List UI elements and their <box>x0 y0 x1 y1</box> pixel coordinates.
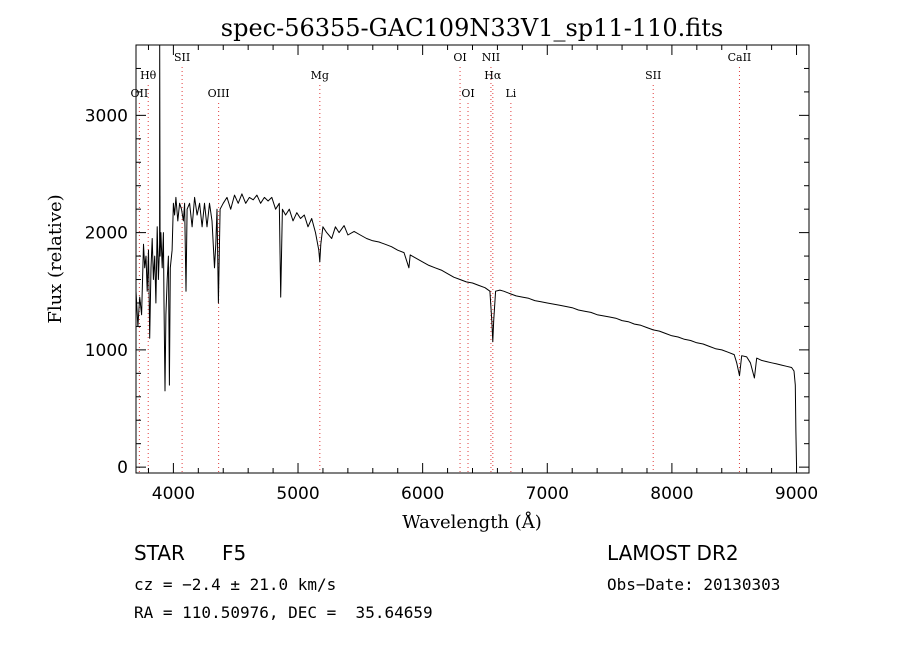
line-marker-label: Hθ <box>140 69 157 82</box>
x-tick-label: 4000 <box>152 484 195 504</box>
line-marker-label: SII <box>174 51 190 64</box>
y-tick-label: 2000 <box>85 224 128 244</box>
line-marker-label: Mg <box>311 69 329 82</box>
line-marker-label: Hα <box>484 69 502 82</box>
line-marker-label: SII <box>645 69 661 82</box>
redshift-cz: cz = −2.4 ± 21.0 km/s <box>134 575 337 594</box>
line-marker-label: OII <box>131 87 149 100</box>
x-tick-label: 5000 <box>276 484 319 504</box>
spectral-subclass: F5 <box>222 541 247 565</box>
observation-date: Obs−Date: 20130303 <box>607 575 781 594</box>
x-tick-label: 8000 <box>650 484 693 504</box>
line-marker-label: NII <box>482 51 500 64</box>
x-tick-label: 6000 <box>401 484 444 504</box>
y-tick-label: 0 <box>117 458 128 478</box>
x-axis: 4000 5000 6000 7000 8000 9000 <box>147 45 818 504</box>
line-marker-label: OIII <box>208 87 230 100</box>
spectrum-line <box>135 44 797 464</box>
ra-dec-coordinates: RA = 110.50976, DEC = 35.64659 <box>134 603 433 622</box>
line-marker-label: OI <box>453 51 466 64</box>
y-axis: 0 1000 2000 3000 <box>85 67 809 478</box>
x-tick-label: 7000 <box>526 484 569 504</box>
x-axis-label: Wavelength (Å) <box>402 511 542 533</box>
object-type: STAR <box>134 541 185 565</box>
y-axis-label: Flux (relative) <box>45 194 66 323</box>
line-marker-label: Li <box>505 87 516 100</box>
line-marker-label: CaII <box>728 51 752 64</box>
line-marker-label: OI <box>461 87 474 100</box>
y-tick-label: 3000 <box>85 106 128 126</box>
plot-frame <box>135 44 810 474</box>
x-tick-label: 9000 <box>775 484 818 504</box>
survey-name: LAMOST DR2 <box>607 541 739 565</box>
y-tick-label: 1000 <box>85 341 128 361</box>
chart-title: spec-56355-GAC109N33V1_sp11-110.fits <box>221 14 723 42</box>
spectrum-line-group <box>135 44 797 464</box>
